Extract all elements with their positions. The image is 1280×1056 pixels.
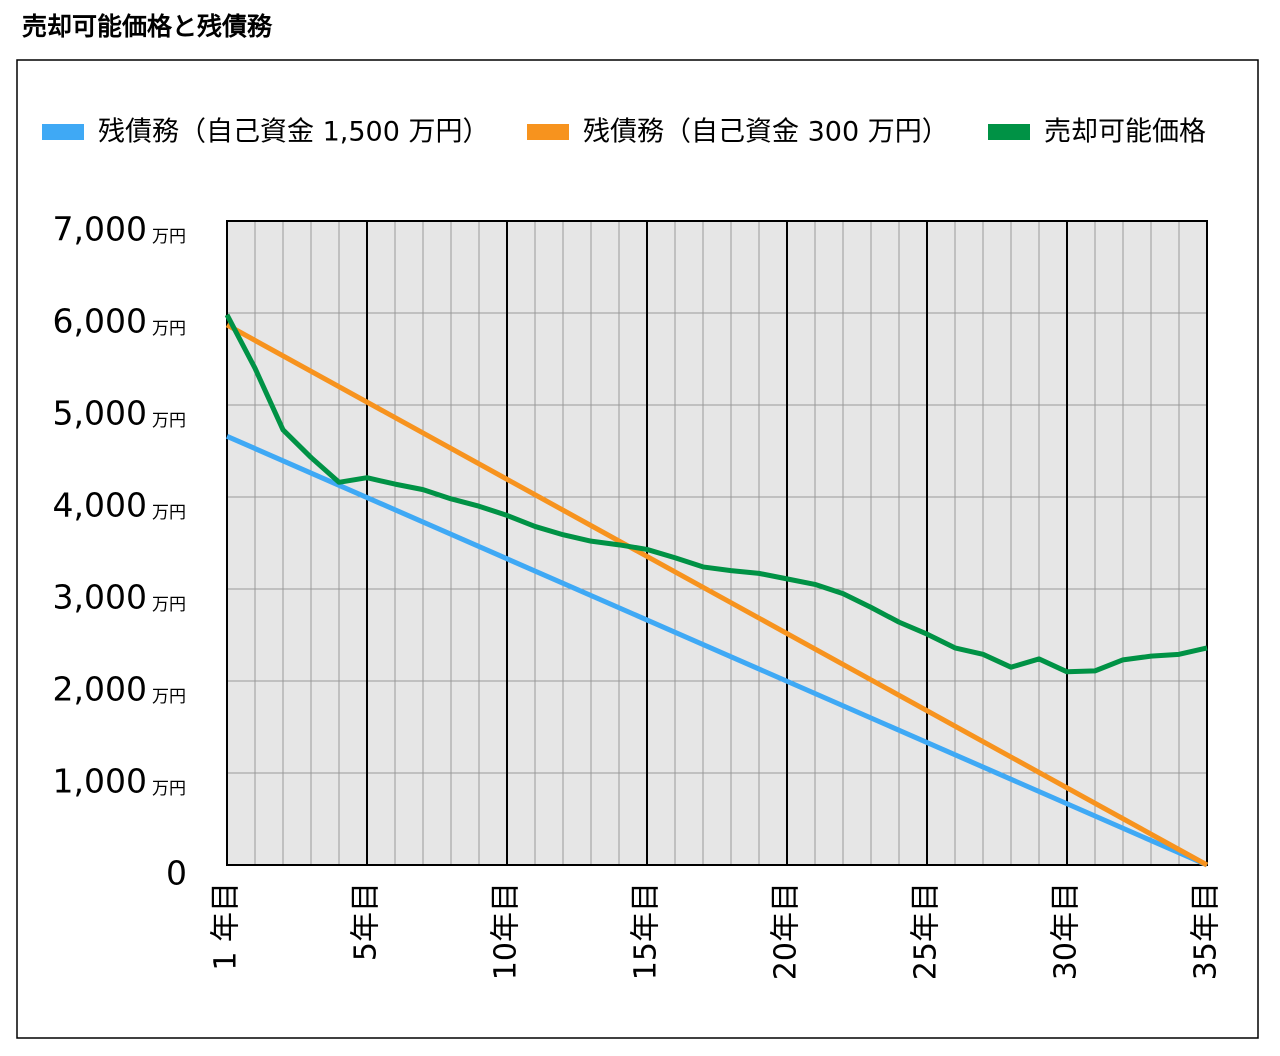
- x-tick-label: 1 年目: [209, 882, 244, 971]
- frame: [16, 59, 1259, 1039]
- x-tick-label: 10年目: [489, 882, 524, 980]
- x-tick-label: 30年目: [1049, 882, 1084, 980]
- y-tick-label: 0: [166, 854, 187, 893]
- y-tick-label: 1,000: [53, 762, 147, 801]
- x-tick-label: 20年目: [769, 882, 804, 980]
- y-unit: 万円: [152, 319, 186, 339]
- legend-swatch: [988, 124, 1030, 140]
- plot-border: [226, 220, 1208, 866]
- line: [225, 322, 1209, 868]
- y-unit: 万円: [152, 595, 186, 615]
- line: [225, 433, 1209, 868]
- x-tick-label: 35年目: [1189, 882, 1224, 980]
- y-unit: 万円: [152, 687, 186, 707]
- x-tick-label: 25年目: [909, 882, 944, 980]
- x-tick-label: 5年目: [349, 882, 384, 961]
- legend-label: 残債務（自己資金 300 万円）: [583, 117, 949, 148]
- legend-swatch: [527, 124, 569, 140]
- y-tick-label: 4,000: [53, 486, 147, 525]
- y-tick-label: 6,000: [53, 302, 147, 341]
- legend-swatch: [42, 124, 84, 140]
- y-tick-label: 2,000: [53, 670, 147, 709]
- plot-area: [227, 221, 1207, 865]
- y-unit: 万円: [152, 779, 186, 799]
- y-tick-label: 3,000: [53, 578, 147, 617]
- y-unit: 万円: [152, 503, 186, 523]
- x-tick-label: 15年目: [629, 882, 664, 980]
- y-unit: 万円: [152, 227, 186, 247]
- y-tick-label: 7,000: [53, 210, 147, 249]
- legend-label: 売却可能価格: [1044, 117, 1206, 148]
- legend-label: 残債務（自己資金 1,500 万円）: [98, 117, 489, 148]
- y-unit: 万円: [152, 411, 186, 431]
- y-tick-label: 5,000: [53, 394, 147, 433]
- chart-title: 売却可能価格と残債務: [22, 12, 273, 41]
- line: [224, 313, 1208, 675]
